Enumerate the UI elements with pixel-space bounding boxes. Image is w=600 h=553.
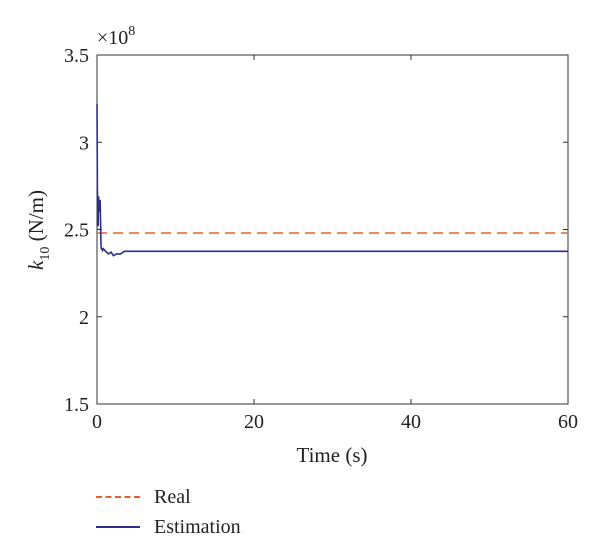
x-axis-ticks: 0 20 40 60 bbox=[92, 55, 578, 433]
y-exponent-label: ×108 bbox=[97, 24, 135, 49]
y-axis-title-sub: 10 bbox=[38, 247, 53, 261]
y-axis-ticks: 1.5 2 2.5 3 3.5 bbox=[64, 45, 568, 416]
y-tick-label: 3 bbox=[79, 132, 89, 154]
y-axis-title: k10 (N/m) bbox=[24, 190, 53, 270]
legend-swatch-real bbox=[96, 496, 140, 498]
x-tick-label: 0 bbox=[92, 411, 102, 433]
y-tick-label: 2.5 bbox=[64, 220, 89, 242]
y-axis-title-var: k bbox=[24, 260, 48, 270]
series-line-estimation bbox=[96, 103, 568, 257]
plot-area bbox=[96, 54, 569, 405]
legend: Real Estimation bbox=[96, 482, 241, 542]
legend-swatch-estimation bbox=[96, 526, 140, 528]
legend-item-estimation: Estimation bbox=[96, 512, 241, 542]
y-tick-label: 2 bbox=[79, 307, 89, 329]
x-tick-label: 60 bbox=[558, 411, 578, 433]
y-axis-title-unit: (N/m) bbox=[24, 190, 48, 247]
y-tick-label: 3.5 bbox=[64, 45, 89, 67]
legend-item-real: Real bbox=[96, 482, 241, 512]
x-axis-title: Time (s) bbox=[297, 443, 368, 467]
y-exponent-power: 8 bbox=[128, 24, 135, 39]
legend-label-estimation: Estimation bbox=[154, 515, 241, 538]
series-layer bbox=[96, 103, 568, 257]
y-tick-label: 1.5 bbox=[64, 394, 89, 416]
x-tick-label: 20 bbox=[244, 411, 264, 433]
legend-label-real: Real bbox=[154, 485, 191, 508]
x-tick-label: 40 bbox=[401, 411, 421, 433]
y-exponent-base: ×10 bbox=[97, 27, 128, 49]
